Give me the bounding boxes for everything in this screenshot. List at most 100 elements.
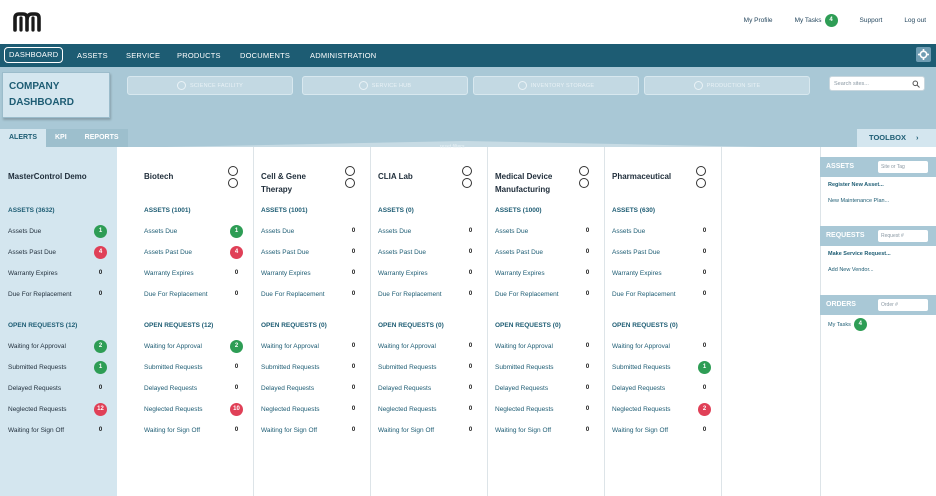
asset-alert-row[interactable]: Due For Replacement 0 — [378, 288, 477, 301]
asset-alert-row[interactable]: Due For Replacement 0 — [144, 288, 243, 301]
flask-icon — [176, 81, 186, 90]
asset-alert-row[interactable]: Due For Replacement 0 — [261, 288, 360, 301]
nav-documents[interactable]: DOCUMENTS — [240, 51, 291, 60]
request-alert-row[interactable]: Waiting for Approval 0 — [378, 340, 477, 353]
asset-alert-row[interactable]: Assets Past Due 0 — [261, 246, 360, 259]
request-alert-row[interactable]: Submitted Requests 0 — [378, 361, 477, 374]
request-alert-row[interactable]: Waiting for Approval 2 — [8, 340, 107, 353]
nav-administration[interactable]: ADMINISTRATION — [310, 51, 377, 60]
asset-alert-row[interactable]: Due For Replacement 0 — [495, 288, 594, 301]
request-alert-row[interactable]: Delayed Requests 0 — [495, 382, 594, 395]
top-bar — [0, 0, 936, 44]
request-alert-row[interactable]: Waiting for Approval 2 — [144, 340, 243, 353]
logout-link[interactable]: Log out — [904, 17, 926, 24]
request-alert-row[interactable]: Waiting for Approval 0 — [261, 340, 360, 353]
toolbox-toggle[interactable]: TOOLBOX › — [857, 129, 936, 147]
asset-alert-row[interactable]: Warranty Expires 0 — [261, 267, 360, 280]
site-filter-science-facility[interactable]: SCIENCE FACILITY — [127, 76, 293, 95]
request-alert-row[interactable]: Submitted Requests 0 — [144, 361, 243, 374]
request-alert-row[interactable]: Waiting for Sign Off 0 — [144, 424, 243, 437]
request-number-input[interactable]: Request # — [878, 230, 928, 242]
asset-alert-row[interactable]: Warranty Expires 0 — [495, 267, 594, 280]
requests-section-title: OPEN REQUESTS (0) — [261, 322, 327, 329]
register-new-asset-link[interactable]: Register New Asset... — [828, 182, 884, 188]
request-alert-row[interactable]: Neglected Requests 0 — [378, 403, 477, 416]
asset-alert-row[interactable]: Due For Replacement 0 — [8, 288, 107, 301]
site-filter-inventory-storage[interactable]: INVENTORY STORAGE — [473, 76, 639, 95]
nav-products[interactable]: PRODUCTS — [177, 51, 221, 60]
count-badge: 0 — [351, 364, 356, 370]
request-alert-row[interactable]: Delayed Requests 0 — [144, 382, 243, 395]
count-badge: 0 — [234, 270, 239, 276]
request-alert-row[interactable]: Waiting for Sign Off 0 — [378, 424, 477, 437]
asset-alert-row[interactable]: Warranty Expires 0 — [144, 267, 243, 280]
nav-service[interactable]: SERVICE — [126, 51, 161, 60]
asset-alert-row[interactable]: Assets Due 1 — [144, 225, 243, 238]
request-alert-label: Neglected Requests — [495, 406, 554, 413]
reset-filters-link[interactable]: reset filters — [440, 144, 465, 150]
site-filter-service-hub[interactable]: SERVICE HUB — [302, 76, 468, 95]
asset-alert-row[interactable]: Assets Due 0 — [612, 225, 711, 238]
tab-reports[interactable]: REPORTS — [75, 129, 128, 147]
my-profile-link[interactable]: My Profile — [743, 17, 773, 24]
tab-kpi[interactable]: KPI — [46, 129, 76, 147]
search-sites-input[interactable]: Search sites... — [829, 76, 925, 91]
request-alert-row[interactable]: Submitted Requests 0 — [495, 361, 594, 374]
request-alert-row[interactable]: Submitted Requests 1 — [612, 361, 711, 374]
asset-alert-row[interactable]: Assets Past Due 0 — [612, 246, 711, 259]
new-maintenance-plan-link[interactable]: New Maintenance Plan... — [828, 198, 890, 204]
company-logo[interactable] — [13, 12, 47, 32]
site-or-tag-input[interactable]: Site or Tag — [878, 161, 928, 173]
count-badge: 0 — [585, 364, 590, 370]
company-title-line2: DASHBOARD — [9, 97, 74, 108]
order-number-input[interactable]: Order # — [878, 299, 928, 311]
add-new-vendor-link[interactable]: Add New Vendor... — [828, 267, 874, 273]
asset-alert-row[interactable]: Assets Past Due 0 — [495, 246, 594, 259]
asset-alert-label: Due For Replacement — [261, 291, 325, 298]
assets-section-title: ASSETS (1000) — [495, 207, 542, 214]
asset-alert-row[interactable]: Assets Due 1 — [8, 225, 107, 238]
request-alert-row[interactable]: Neglected Requests 0 — [495, 403, 594, 416]
site-filter-production-site[interactable]: PRODUCTION SITE — [644, 76, 810, 95]
request-alert-row[interactable]: Neglected Requests 10 — [144, 403, 243, 416]
requests-section-title: OPEN REQUESTS (12) — [144, 322, 214, 329]
request-alert-row[interactable]: Waiting for Sign Off 0 — [495, 424, 594, 437]
request-alert-row[interactable]: Submitted Requests 1 — [8, 361, 107, 374]
site-column: CLIA Lab ASSETS (0) Assets Due 0 Assets Past… — [370, 147, 487, 496]
request-alert-row[interactable]: Waiting for Sign Off 0 — [261, 424, 360, 437]
asset-alert-label: Assets Past Due — [261, 249, 310, 256]
request-alert-row[interactable]: Delayed Requests 0 — [261, 382, 360, 395]
request-alert-row[interactable]: Waiting for Sign Off 0 — [8, 424, 107, 437]
request-alert-row[interactable]: Neglected Requests 2 — [612, 403, 711, 416]
request-alert-label: Delayed Requests — [8, 385, 62, 392]
request-alert-label: Waiting for Sign Off — [612, 427, 668, 434]
request-alert-row[interactable]: Waiting for Approval 0 — [612, 340, 711, 353]
asset-alert-row[interactable]: Assets Past Due 4 — [144, 246, 243, 259]
request-alert-row[interactable]: Neglected Requests 0 — [261, 403, 360, 416]
request-alert-row[interactable]: Delayed Requests 0 — [612, 382, 711, 395]
nav-dashboard[interactable]: DASHBOARD — [4, 47, 64, 63]
asset-alert-label: Assets Past Due — [612, 249, 661, 256]
my-tasks-link[interactable]: My Tasks 4 — [795, 14, 838, 27]
asset-alert-row[interactable]: Warranty Expires 0 — [378, 267, 477, 280]
settings-button[interactable] — [916, 47, 931, 62]
make-service-request-link[interactable]: Make Service Request... — [828, 251, 891, 257]
asset-alert-row[interactable]: Assets Due 0 — [378, 225, 477, 238]
asset-alert-row[interactable]: Assets Due 0 — [495, 225, 594, 238]
request-alert-row[interactable]: Waiting for Sign Off 0 — [612, 424, 711, 437]
asset-alert-row[interactable]: Assets Past Due 4 — [8, 246, 107, 259]
request-alert-row[interactable]: Neglected Requests 12 — [8, 403, 107, 416]
request-alert-row[interactable]: Delayed Requests 0 — [8, 382, 107, 395]
asset-alert-row[interactable]: Warranty Expires 0 — [8, 267, 107, 280]
asset-alert-row[interactable]: Due For Replacement 0 — [612, 288, 711, 301]
toolbox-my-tasks-link[interactable]: My Tasks 4 — [828, 318, 867, 331]
request-alert-row[interactable]: Waiting for Approval 0 — [495, 340, 594, 353]
asset-alert-row[interactable]: Assets Past Due 0 — [378, 246, 477, 259]
tab-alerts[interactable]: ALERTS — [0, 129, 46, 147]
support-link[interactable]: Support — [859, 17, 883, 24]
asset-alert-row[interactable]: Warranty Expires 0 — [612, 267, 711, 280]
nav-assets[interactable]: ASSETS — [77, 51, 108, 60]
asset-alert-row[interactable]: Assets Due 0 — [261, 225, 360, 238]
request-alert-row[interactable]: Submitted Requests 0 — [261, 361, 360, 374]
request-alert-row[interactable]: Delayed Requests 0 — [378, 382, 477, 395]
